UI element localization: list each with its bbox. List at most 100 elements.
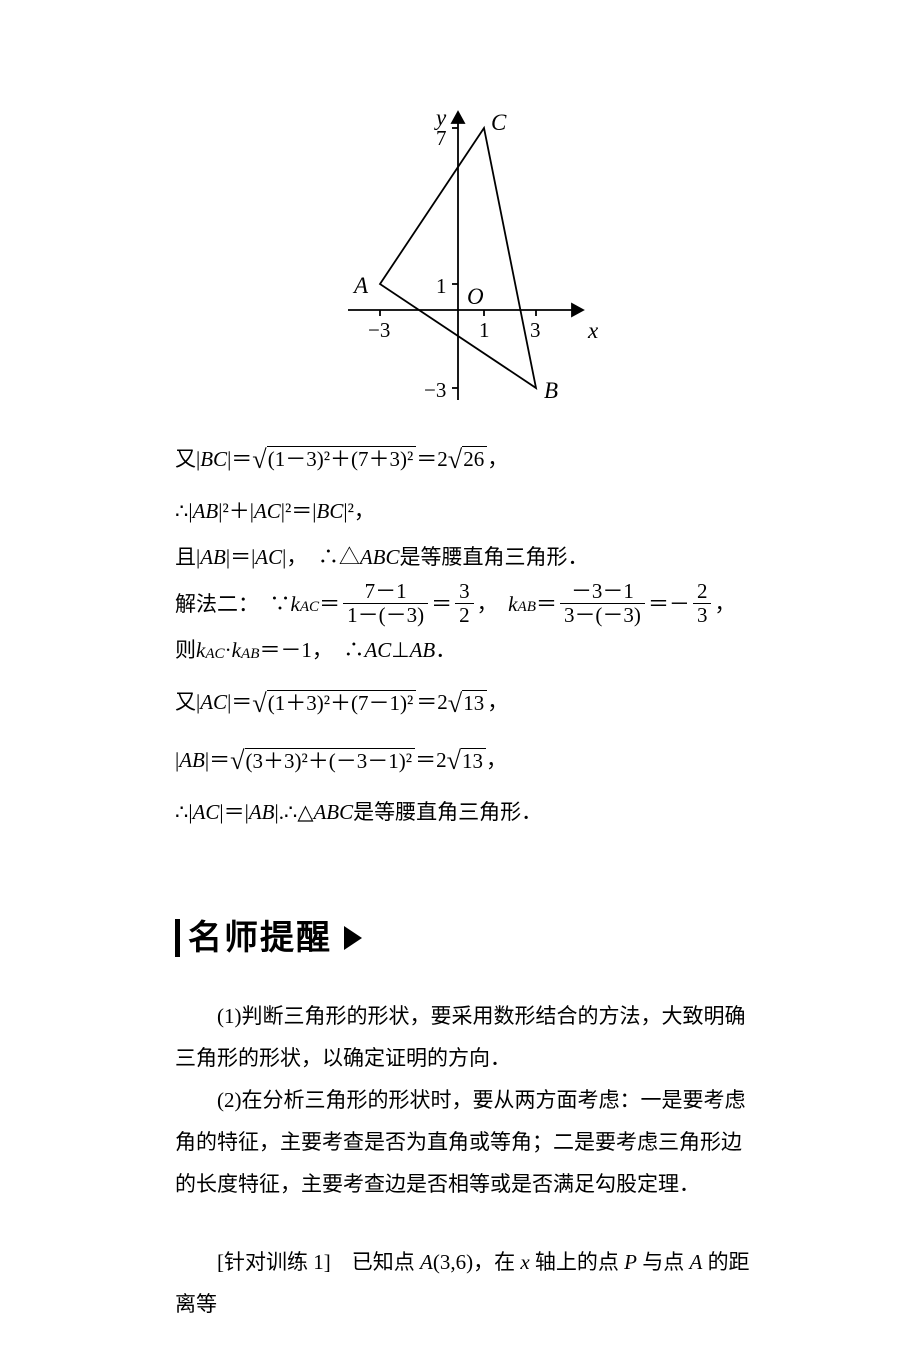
- line-ab-length: | AB |＝ √(3＋3)²＋(－3－1)² ＝2 √13 ，: [175, 731, 760, 789]
- title-bar-icon: [175, 919, 180, 957]
- axis-x-label: x: [587, 318, 599, 343]
- t: 是等腰直角三角形．: [400, 534, 589, 580]
- t: 则: [175, 627, 196, 673]
- t: BC: [200, 436, 227, 482]
- triangle-plot-svg: x y O A B C −3 1 3 1 7 −3: [328, 100, 608, 410]
- t: (3,6): [433, 1250, 473, 1274]
- t: |＝: [227, 679, 252, 725]
- t: 与点: [637, 1250, 690, 1274]
- sqrt-ac: √(1＋3)²＋(7－1)²: [252, 674, 416, 732]
- point-A-label: A: [352, 273, 369, 298]
- t: ，: [487, 679, 508, 725]
- practice-problem: [针对训练 1] 已知点 A(3,6)，在 x 轴上的点 P 与点 A 的距离等: [175, 1241, 760, 1325]
- t: |＝|: [226, 534, 255, 580]
- t: k: [291, 581, 300, 627]
- section-title: 名师提醒: [175, 905, 760, 971]
- origin-label: O: [467, 284, 484, 309]
- t: |＝: [227, 436, 252, 482]
- t: |²，: [343, 488, 375, 534]
- line-perp: 则 kAC · kAB ＝－1， ∴ AC ⊥ AB ．: [175, 627, 760, 673]
- t: ＝2: [416, 436, 448, 482]
- t: 是等腰直角三角形．: [353, 789, 542, 835]
- t: AB: [241, 638, 259, 671]
- title-text: 名师提醒: [188, 905, 332, 971]
- t: |＝: [205, 737, 230, 783]
- t: ABC: [360, 534, 400, 580]
- point-C-label: C: [491, 110, 507, 135]
- t: AC: [200, 679, 227, 725]
- t: AB: [179, 737, 205, 783]
- line-pythagoras: ∴| AB |²＋| AC |²＝| BC |²，: [175, 488, 760, 534]
- tick-x1: 1: [479, 318, 490, 342]
- t: 解法二： ∵: [175, 581, 291, 627]
- tick-y1: 1: [436, 274, 447, 298]
- t: 且|: [175, 534, 200, 580]
- t: k: [232, 627, 241, 673]
- t: 轴上的点: [530, 1250, 625, 1274]
- t: AB: [200, 534, 226, 580]
- t: [331, 1250, 352, 1274]
- t: ＝2: [415, 737, 447, 783]
- t: |²＋|: [218, 488, 254, 534]
- t: AC: [364, 627, 391, 673]
- line-method2-slopes: 解法二： ∵ kAC ＝ 7－11－(－3) ＝ 32 ， kAB ＝ －3－1…: [175, 580, 760, 627]
- t: AC: [254, 488, 281, 534]
- t: BC: [317, 488, 344, 534]
- tip-paragraph-2: (2)在分析三角形的形状时，要从两方面考虑：一是要考虑角的特征，主要考查是否为直…: [175, 1079, 760, 1205]
- line-isosceles-1: 且| AB |＝| AC |， ∴△ ABC 是等腰直角三角形．: [175, 534, 760, 580]
- t: ∴|: [175, 789, 193, 835]
- t: 已知点: [352, 1250, 420, 1274]
- t: ABC: [313, 789, 353, 835]
- t: ，在: [473, 1250, 520, 1274]
- t: |， ∴△: [282, 534, 360, 580]
- t: AC: [193, 789, 220, 835]
- t: P: [624, 1250, 637, 1274]
- frac-kab: －3－13－(－3): [560, 580, 645, 627]
- t: A: [420, 1250, 433, 1274]
- point-B-label: B: [544, 378, 558, 403]
- coordinate-diagram: x y O A B C −3 1 3 1 7 −3: [175, 100, 760, 410]
- line-ac-length: 又| AC |＝ √(1＋3)²＋(7－1)² ＝2 √13 ，: [175, 674, 760, 732]
- t: ＝: [431, 581, 452, 627]
- t: ·: [225, 627, 232, 673]
- tick-yneg3: −3: [424, 378, 446, 402]
- t: x: [520, 1250, 529, 1274]
- practice-label: [针对训练 1]: [217, 1250, 331, 1274]
- t: AC: [300, 591, 319, 624]
- t: ＝: [319, 581, 340, 627]
- t: |＝|: [219, 789, 248, 835]
- frac-3-2: 32: [455, 580, 474, 627]
- triangle-play-icon: [344, 926, 362, 950]
- tick-xneg3: −3: [368, 318, 390, 342]
- t: ⊥: [391, 627, 409, 673]
- math-derivation: 又| BC |＝ √(1－3)²＋(7＋3)² ＝2 √26 ， ∴| AB |…: [175, 430, 760, 835]
- t: ，: [487, 436, 508, 482]
- t: k: [196, 627, 205, 673]
- frac-kac: 7－11－(－3): [343, 580, 428, 627]
- sqrt-bc: √(1－3)²＋(7＋3)²: [252, 430, 416, 488]
- t: ＝2: [416, 679, 448, 725]
- t: 又|: [175, 679, 200, 725]
- t: ＝－: [648, 581, 690, 627]
- t: ，: [477, 581, 509, 627]
- frac-2-3: 23: [693, 580, 712, 627]
- t: |²＝|: [281, 488, 317, 534]
- t: AB: [410, 627, 436, 673]
- tick-x3: 3: [530, 318, 541, 342]
- tick-y7: 7: [436, 126, 447, 150]
- t: AB: [249, 789, 275, 835]
- t: ，: [486, 737, 507, 783]
- t: ，: [714, 581, 735, 627]
- t: ＝－1， ∴: [259, 627, 364, 673]
- t: AB: [517, 591, 535, 624]
- tip-paragraph-1: (1)判断三角形的形状，要采用数形结合的方法，大致明确三角形的形状，以确定证明的…: [175, 995, 760, 1079]
- t: ＝: [536, 581, 557, 627]
- t: |.∴△: [275, 789, 314, 835]
- t: AC: [205, 638, 224, 671]
- t: 又|: [175, 436, 200, 482]
- sqrt-26: √26: [448, 430, 487, 488]
- t: A: [689, 1250, 702, 1274]
- t: ∴|: [175, 488, 193, 534]
- t: AC: [255, 534, 282, 580]
- t: ．: [435, 627, 456, 673]
